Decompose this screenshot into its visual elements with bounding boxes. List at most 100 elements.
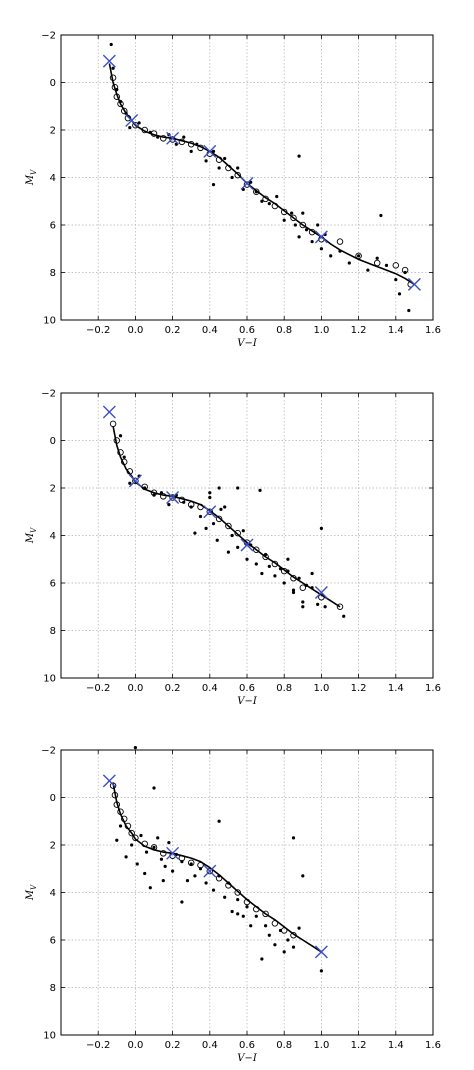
data-point <box>193 531 197 535</box>
y-tick-label: 2 <box>50 484 56 495</box>
cross-stroke <box>102 54 116 68</box>
data-point <box>301 600 305 604</box>
binned-point <box>336 238 344 245</box>
data-point <box>111 66 115 70</box>
reference-cross <box>203 144 217 158</box>
data-point <box>208 491 212 495</box>
data-point <box>260 571 264 576</box>
data-point <box>291 945 296 949</box>
data-point <box>185 879 190 883</box>
binned-point <box>262 195 269 203</box>
x-tick-label: 1.6 <box>425 683 441 694</box>
x-tick-label: 0.8 <box>276 683 292 694</box>
data-point <box>260 199 264 203</box>
data-point <box>316 223 320 227</box>
data-point <box>260 957 264 961</box>
reference-cross <box>102 405 116 419</box>
x-tick-label: 1.2 <box>351 1040 367 1051</box>
reference-cross <box>314 586 328 599</box>
data-point <box>254 562 258 566</box>
y-axis-label-subscript: V <box>30 169 38 175</box>
y-tick-label: 6 <box>50 579 56 590</box>
reference-cross <box>102 774 116 788</box>
x-tick-label: 1.4 <box>388 1040 404 1051</box>
data-point <box>118 824 123 828</box>
data-point <box>152 845 156 849</box>
data-point <box>275 194 279 199</box>
data-point <box>193 874 197 878</box>
cross-stroke <box>314 230 328 244</box>
data-point <box>264 924 268 928</box>
data-point <box>167 841 171 845</box>
data-point <box>304 228 309 232</box>
binned-point <box>197 503 204 511</box>
binned-point <box>150 489 158 497</box>
data-point <box>124 855 128 859</box>
x-tick-label: 1.6 <box>425 1040 441 1051</box>
data-point <box>282 950 286 954</box>
y-axis-label-subscript: V <box>30 527 38 533</box>
data-point <box>171 869 175 873</box>
binned-point <box>262 553 269 561</box>
x-tick-label: 0.0 <box>127 325 143 336</box>
binned-point <box>355 252 362 260</box>
chart-panel-2: −0.2 0.0 0.2 0.4 0.6 0.8 1.0 1.2 1.4 1.6 −2 0 2 4 6 8 10… <box>25 389 441 708</box>
data-point <box>282 581 286 585</box>
x-tick-label: −0.2 <box>86 325 110 336</box>
binned-point <box>113 93 121 100</box>
binned-point <box>271 202 279 210</box>
binned-point <box>299 221 307 229</box>
binned-point <box>178 138 186 146</box>
binned-point <box>290 932 297 939</box>
data-point <box>143 871 147 876</box>
x-tick-label: 0.2 <box>165 325 181 336</box>
data-point <box>357 254 361 258</box>
data-point <box>223 895 227 899</box>
data-point <box>156 135 160 139</box>
y-axis-label-subscript: V <box>30 884 38 890</box>
data-point <box>291 590 296 595</box>
binned-point <box>280 208 288 216</box>
data-point <box>267 202 271 206</box>
data-point <box>297 154 301 158</box>
data-point <box>291 588 296 592</box>
binned-point <box>120 107 128 115</box>
binned-point <box>225 522 232 530</box>
x-axis-label: V−I <box>237 338 258 349</box>
x-tick-label: 0.8 <box>276 325 292 336</box>
reference-cross <box>128 474 142 488</box>
data-point <box>273 943 277 947</box>
binned-point <box>243 181 251 188</box>
x-tick-label: 1.2 <box>351 683 367 694</box>
x-axis-label: V−I <box>237 1053 258 1064</box>
binned-point <box>215 156 223 163</box>
binned-point <box>243 898 251 906</box>
y-axis-label: MV <box>25 169 38 186</box>
reference-cross <box>166 491 180 504</box>
data-point <box>310 571 314 576</box>
data-point <box>122 455 126 459</box>
reference-cross <box>407 277 421 291</box>
data-point <box>342 614 346 618</box>
binned-point <box>150 844 158 851</box>
data-point <box>128 126 132 130</box>
fit-curve <box>112 426 341 608</box>
data-point <box>301 211 305 215</box>
data-point <box>217 819 221 823</box>
cross-stroke <box>125 114 139 127</box>
data-point <box>189 149 193 153</box>
data-point <box>159 857 164 861</box>
cross-stroke <box>203 505 217 519</box>
binned-point <box>197 861 204 869</box>
cross-stroke <box>203 864 217 878</box>
x-tick-label: 0.4 <box>202 1040 218 1051</box>
data-point <box>338 249 342 253</box>
binned-point <box>124 114 132 122</box>
x-tick-label: 0.2 <box>165 1040 181 1051</box>
data-point <box>148 886 152 890</box>
binned-point <box>113 437 121 444</box>
binned-point <box>141 840 148 848</box>
data-point <box>204 881 208 885</box>
data-point <box>195 142 199 146</box>
x-tick-label: 0.6 <box>239 1040 255 1051</box>
